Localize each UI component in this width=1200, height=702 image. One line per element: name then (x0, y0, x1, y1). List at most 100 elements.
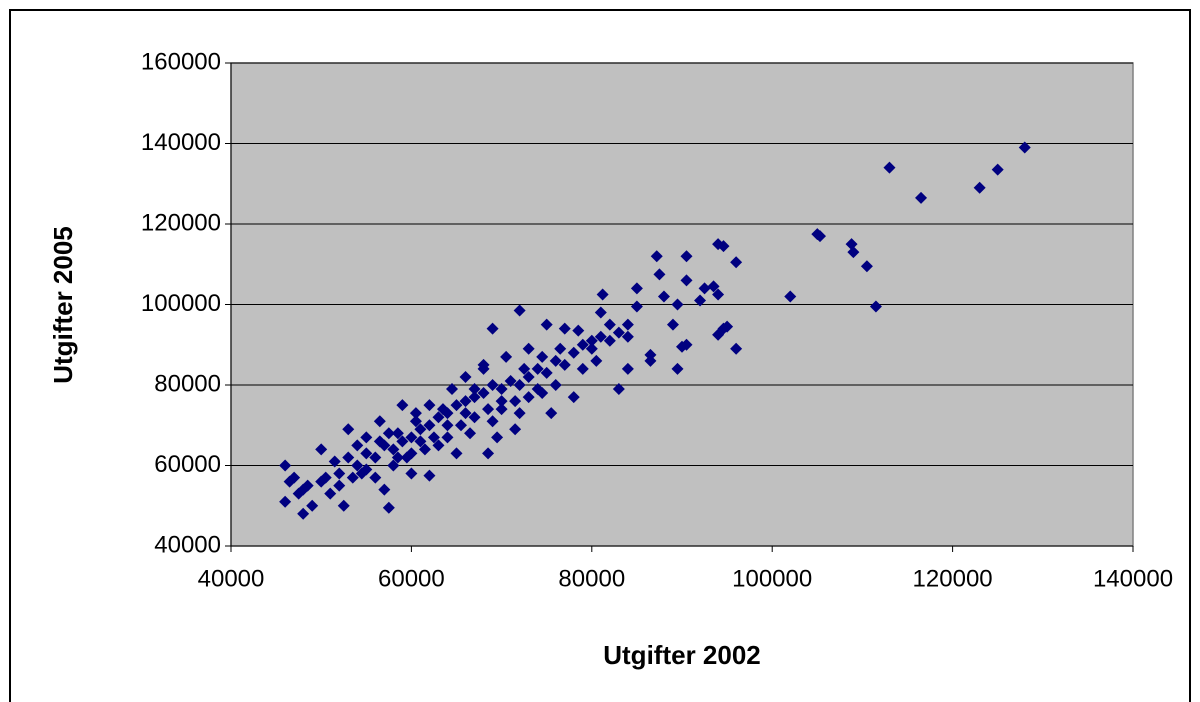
y-tick-label: 140000 (141, 129, 221, 156)
point (707, 280, 720, 293)
point (621, 318, 634, 331)
point (513, 379, 526, 391)
point (468, 411, 481, 424)
y-tick-label: 80000 (154, 370, 221, 397)
point (657, 290, 670, 303)
point (572, 324, 585, 337)
point (671, 298, 684, 311)
point (477, 358, 490, 371)
point (486, 322, 499, 335)
point (283, 475, 296, 488)
y-tick-label: 60000 (154, 451, 221, 478)
point (306, 499, 319, 512)
point (721, 320, 734, 333)
point (991, 163, 1004, 176)
point (730, 342, 743, 355)
point (351, 459, 364, 472)
point (730, 256, 743, 269)
y-tick-label: 160000 (141, 48, 221, 75)
point (396, 435, 409, 448)
point (495, 403, 508, 416)
point (405, 447, 418, 460)
point (603, 334, 616, 347)
point (590, 354, 603, 367)
point (441, 431, 454, 444)
point (346, 471, 359, 484)
point (297, 507, 310, 520)
point (915, 191, 928, 204)
point (680, 250, 693, 263)
point (423, 469, 436, 482)
point (671, 362, 684, 375)
point (860, 260, 873, 273)
point (536, 387, 549, 400)
point (576, 338, 589, 351)
point (459, 395, 472, 408)
point (423, 419, 436, 432)
point (717, 240, 730, 253)
point (612, 326, 625, 339)
point (504, 374, 517, 387)
point (486, 379, 499, 391)
point (666, 318, 679, 331)
point (387, 443, 400, 456)
point (391, 427, 404, 440)
point (847, 246, 860, 259)
point (680, 338, 693, 351)
point (644, 354, 657, 367)
point (630, 282, 643, 295)
point (477, 387, 490, 400)
point (845, 238, 858, 251)
point (441, 407, 454, 420)
x-tick-label: 60000 (378, 565, 445, 592)
point (558, 322, 571, 335)
point (450, 399, 463, 412)
point (418, 443, 431, 456)
point (396, 399, 409, 412)
point (585, 334, 598, 347)
point (342, 423, 355, 436)
point (369, 471, 382, 484)
x-tick-label: 120000 (913, 565, 993, 592)
point (360, 431, 373, 444)
point (522, 391, 535, 404)
point (369, 451, 382, 464)
point (445, 383, 458, 396)
point (650, 250, 663, 263)
point (482, 447, 495, 460)
point (333, 467, 346, 480)
x-axis-title: Utgifter 2002 (603, 640, 761, 670)
point (297, 483, 310, 496)
point (621, 330, 634, 343)
point (423, 399, 436, 412)
point (342, 451, 355, 464)
point (630, 300, 643, 313)
x-tick-label: 140000 (1093, 565, 1173, 592)
y-tick-label: 120000 (141, 209, 221, 236)
point (279, 459, 292, 472)
point (883, 161, 896, 174)
x-tick-label: 100000 (732, 565, 812, 592)
point (698, 282, 711, 295)
point (441, 419, 454, 432)
point (337, 499, 350, 512)
point (328, 455, 341, 468)
point (414, 423, 427, 436)
point (612, 383, 625, 396)
point (373, 435, 386, 448)
point (495, 383, 508, 396)
point (373, 415, 386, 428)
point (814, 230, 827, 243)
point (279, 495, 292, 508)
point (360, 447, 373, 460)
point (694, 294, 707, 307)
point (585, 342, 598, 355)
point (513, 304, 526, 317)
point (427, 431, 440, 444)
point (596, 288, 609, 301)
point (315, 475, 328, 488)
point (513, 407, 526, 420)
point (324, 487, 337, 500)
